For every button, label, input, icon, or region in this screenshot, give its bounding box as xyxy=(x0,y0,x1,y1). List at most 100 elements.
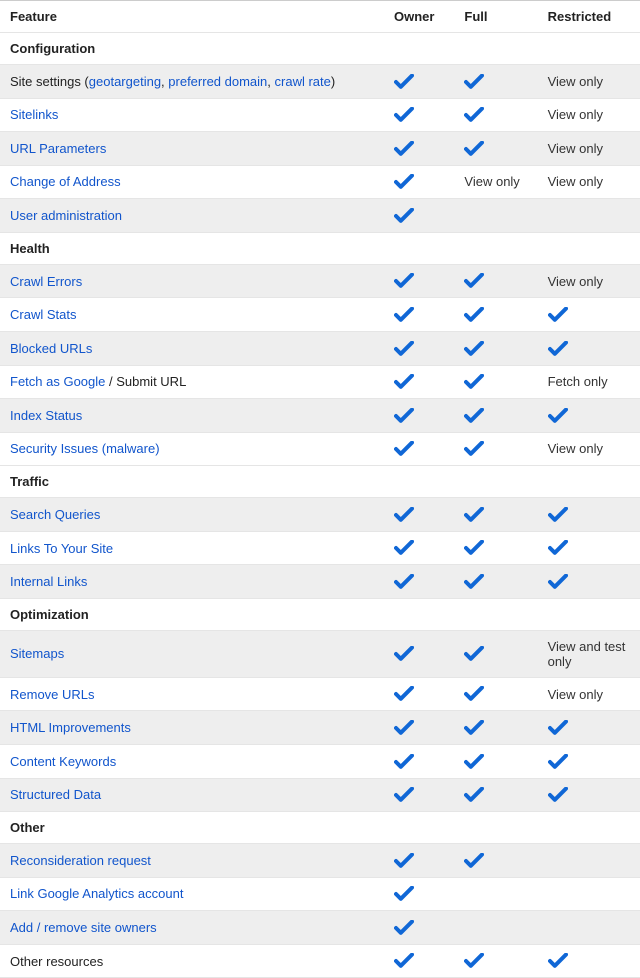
feature-link[interactable]: preferred domain xyxy=(168,74,267,89)
section-header: Traffic xyxy=(0,466,640,498)
check-icon xyxy=(464,307,484,323)
cell-feature: Index Status xyxy=(0,399,384,433)
table-row: Crawl ErrorsView only xyxy=(0,264,640,298)
cell-restricted xyxy=(538,745,640,779)
section-title: Health xyxy=(0,232,640,264)
feature-link[interactable]: Security Issues (malware) xyxy=(10,441,160,456)
cell-full xyxy=(454,264,537,298)
check-icon xyxy=(464,787,484,803)
cell-feature: Fetch as Google / Submit URL xyxy=(0,365,384,399)
cell-full xyxy=(454,98,537,132)
feature-link[interactable]: crawl rate xyxy=(275,74,331,89)
cell-restricted: View only xyxy=(538,677,640,711)
table-row: Reconsideration request xyxy=(0,844,640,878)
feature-link[interactable]: Reconsideration request xyxy=(10,853,151,868)
feature-link[interactable]: Content Keywords xyxy=(10,754,116,769)
cell-feature: Site settings (geotargeting, preferred d… xyxy=(0,65,384,99)
cell-feature: Link Google Analytics account xyxy=(0,877,384,911)
table-row: Content Keywords xyxy=(0,745,640,779)
feature-link[interactable]: Structured Data xyxy=(10,787,101,802)
cell-feature: Sitemaps xyxy=(0,630,384,677)
table-row: Internal Links xyxy=(0,565,640,599)
cell-full xyxy=(454,298,537,332)
cell-owner xyxy=(384,677,454,711)
cell-owner xyxy=(384,365,454,399)
feature-text: , xyxy=(267,74,274,89)
check-icon xyxy=(548,408,568,424)
table-row: Index Status xyxy=(0,399,640,433)
check-icon xyxy=(394,74,414,90)
cell-restricted xyxy=(538,199,640,233)
table-row: Add / remove site owners xyxy=(0,911,640,945)
feature-link[interactable]: Fetch as Google xyxy=(10,374,105,389)
cell-restricted: View only xyxy=(538,132,640,166)
section-title: Traffic xyxy=(0,466,640,498)
cell-restricted xyxy=(538,298,640,332)
cell-feature: Change of Address xyxy=(0,165,384,199)
check-icon xyxy=(394,408,414,424)
cell-feature: Reconsideration request xyxy=(0,844,384,878)
feature-link[interactable]: Link Google Analytics account xyxy=(10,886,183,901)
cell-owner xyxy=(384,498,454,532)
cell-restricted xyxy=(538,944,640,978)
check-icon xyxy=(464,646,484,662)
check-icon xyxy=(464,720,484,736)
feature-link[interactable]: HTML Improvements xyxy=(10,720,131,735)
cell-full xyxy=(454,630,537,677)
check-icon xyxy=(548,307,568,323)
cell-restricted xyxy=(538,331,640,365)
table-row: Security Issues (malware)View only xyxy=(0,432,640,466)
table-row: Blocked URLs xyxy=(0,331,640,365)
cell-feature: Search Queries xyxy=(0,498,384,532)
check-icon xyxy=(394,540,414,556)
feature-text: / Submit URL xyxy=(105,374,186,389)
check-icon xyxy=(394,141,414,157)
feature-link[interactable]: Change of Address xyxy=(10,174,121,189)
feature-link[interactable]: Remove URLs xyxy=(10,687,95,702)
feature-link[interactable]: Sitelinks xyxy=(10,107,58,122)
feature-link[interactable]: Crawl Errors xyxy=(10,274,82,289)
table-row: Site settings (geotargeting, preferred d… xyxy=(0,65,640,99)
table-row: Remove URLs View only xyxy=(0,677,640,711)
feature-link[interactable]: URL Parameters xyxy=(10,141,106,156)
check-icon xyxy=(394,754,414,770)
check-icon xyxy=(548,540,568,556)
cell-full xyxy=(454,331,537,365)
check-icon xyxy=(394,787,414,803)
check-icon xyxy=(464,74,484,90)
check-icon xyxy=(394,208,414,224)
cell-restricted xyxy=(538,877,640,911)
check-icon xyxy=(394,341,414,357)
cell-feature: Security Issues (malware) xyxy=(0,432,384,466)
cell-restricted xyxy=(538,399,640,433)
feature-link[interactable]: Links To Your Site xyxy=(10,541,113,556)
feature-link[interactable]: User administration xyxy=(10,208,122,223)
cell-full xyxy=(454,565,537,599)
cell-restricted xyxy=(538,844,640,878)
table-row: Structured Data xyxy=(0,778,640,812)
table-row: SitemapsView and test only xyxy=(0,630,640,677)
header-feature: Feature xyxy=(0,1,384,33)
cell-restricted xyxy=(538,565,640,599)
feature-link[interactable]: Blocked URLs xyxy=(10,341,92,356)
table-row: URL Parameters View only xyxy=(0,132,640,166)
check-icon xyxy=(548,787,568,803)
feature-link[interactable]: Index Status xyxy=(10,408,82,423)
cell-full xyxy=(454,677,537,711)
feature-link[interactable]: geotargeting xyxy=(89,74,161,89)
cell-feature: HTML Improvements xyxy=(0,711,384,745)
check-icon xyxy=(394,920,414,936)
section-title: Other xyxy=(0,812,640,844)
check-icon xyxy=(548,720,568,736)
check-icon xyxy=(548,507,568,523)
feature-link[interactable]: Crawl Stats xyxy=(10,307,76,322)
feature-link[interactable]: Internal Links xyxy=(10,574,87,589)
feature-link[interactable]: Add / remove site owners xyxy=(10,920,157,935)
feature-link[interactable]: Sitemaps xyxy=(10,646,64,661)
cell-restricted xyxy=(538,778,640,812)
cell-owner xyxy=(384,298,454,332)
cell-restricted: View only xyxy=(538,98,640,132)
table-row: Search Queries xyxy=(0,498,640,532)
feature-link[interactable]: Search Queries xyxy=(10,507,100,522)
check-icon xyxy=(394,174,414,190)
